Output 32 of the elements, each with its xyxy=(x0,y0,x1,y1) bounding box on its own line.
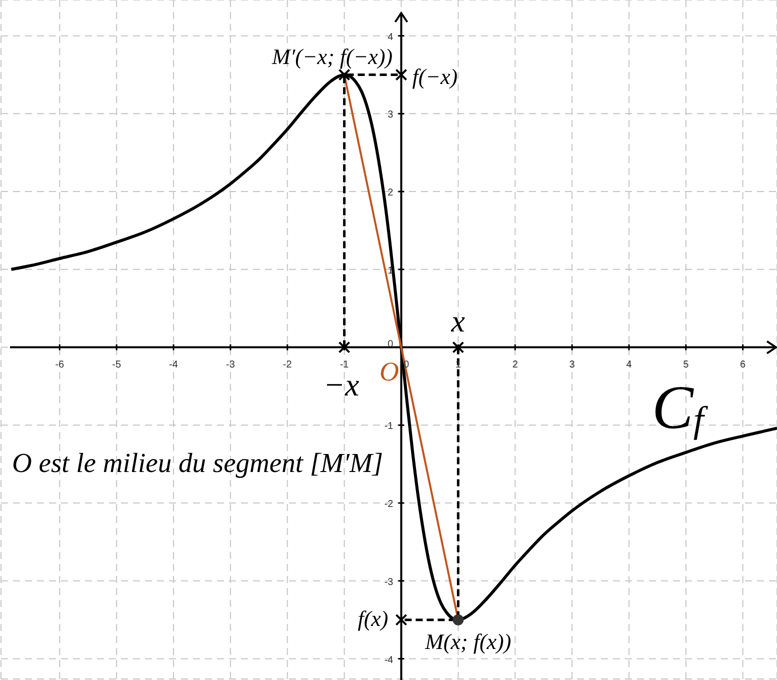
annotation: f(x) xyxy=(358,606,388,631)
x-tick-label: 1 xyxy=(455,359,462,370)
annotation: C$_{f}$ xyxy=(652,374,708,442)
point xyxy=(395,614,408,626)
point xyxy=(395,68,408,81)
x-tick-label: -6 xyxy=(55,359,65,370)
annotation: O est le milieu du segment [M′M] xyxy=(12,447,384,478)
annotation: M′(−x; f(−x)) xyxy=(271,44,393,69)
y-tick-label: -1 xyxy=(384,421,394,432)
point xyxy=(452,614,464,626)
x-tick-label: -2 xyxy=(282,359,292,370)
annotation: x xyxy=(450,303,466,338)
y-tick-label: -3 xyxy=(384,576,394,588)
y-tick-label: -4 xyxy=(384,654,394,666)
y-tick-label: -2 xyxy=(384,499,394,510)
point xyxy=(338,68,350,81)
x-tick-label: 6 xyxy=(740,359,746,370)
x-tick-label: -5 xyxy=(112,359,122,370)
y-tick-label: 2 xyxy=(388,188,394,199)
y-tick-label: 4 xyxy=(388,32,394,43)
annotation: f(−x) xyxy=(412,64,458,89)
annotation: M(x; f(x)) xyxy=(424,628,512,654)
y-tick-label: 3 xyxy=(388,110,394,121)
x-tick-label: 3 xyxy=(569,359,576,370)
annotation: O xyxy=(379,356,399,386)
point xyxy=(452,341,464,354)
x-tick-label: 2 xyxy=(512,359,518,370)
point xyxy=(338,341,350,354)
x-tick-label: -3 xyxy=(226,359,236,370)
x-tick-label: -4 xyxy=(169,359,178,370)
x-tick-label: 5 xyxy=(683,359,690,370)
x-tick-label: 4 xyxy=(626,359,632,370)
